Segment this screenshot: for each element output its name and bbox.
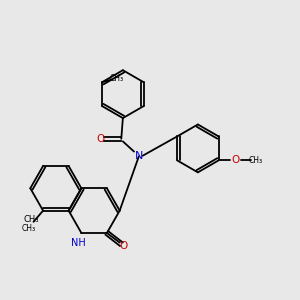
- Text: O: O: [120, 241, 128, 251]
- Text: NH: NH: [71, 238, 86, 248]
- Text: CH₃: CH₃: [110, 74, 124, 83]
- Text: O: O: [231, 155, 240, 165]
- Text: CH₃: CH₃: [23, 215, 39, 224]
- Text: O: O: [96, 134, 105, 144]
- Text: N: N: [135, 151, 143, 161]
- Text: CH₃: CH₃: [249, 156, 263, 165]
- Text: CH₃: CH₃: [22, 224, 36, 233]
